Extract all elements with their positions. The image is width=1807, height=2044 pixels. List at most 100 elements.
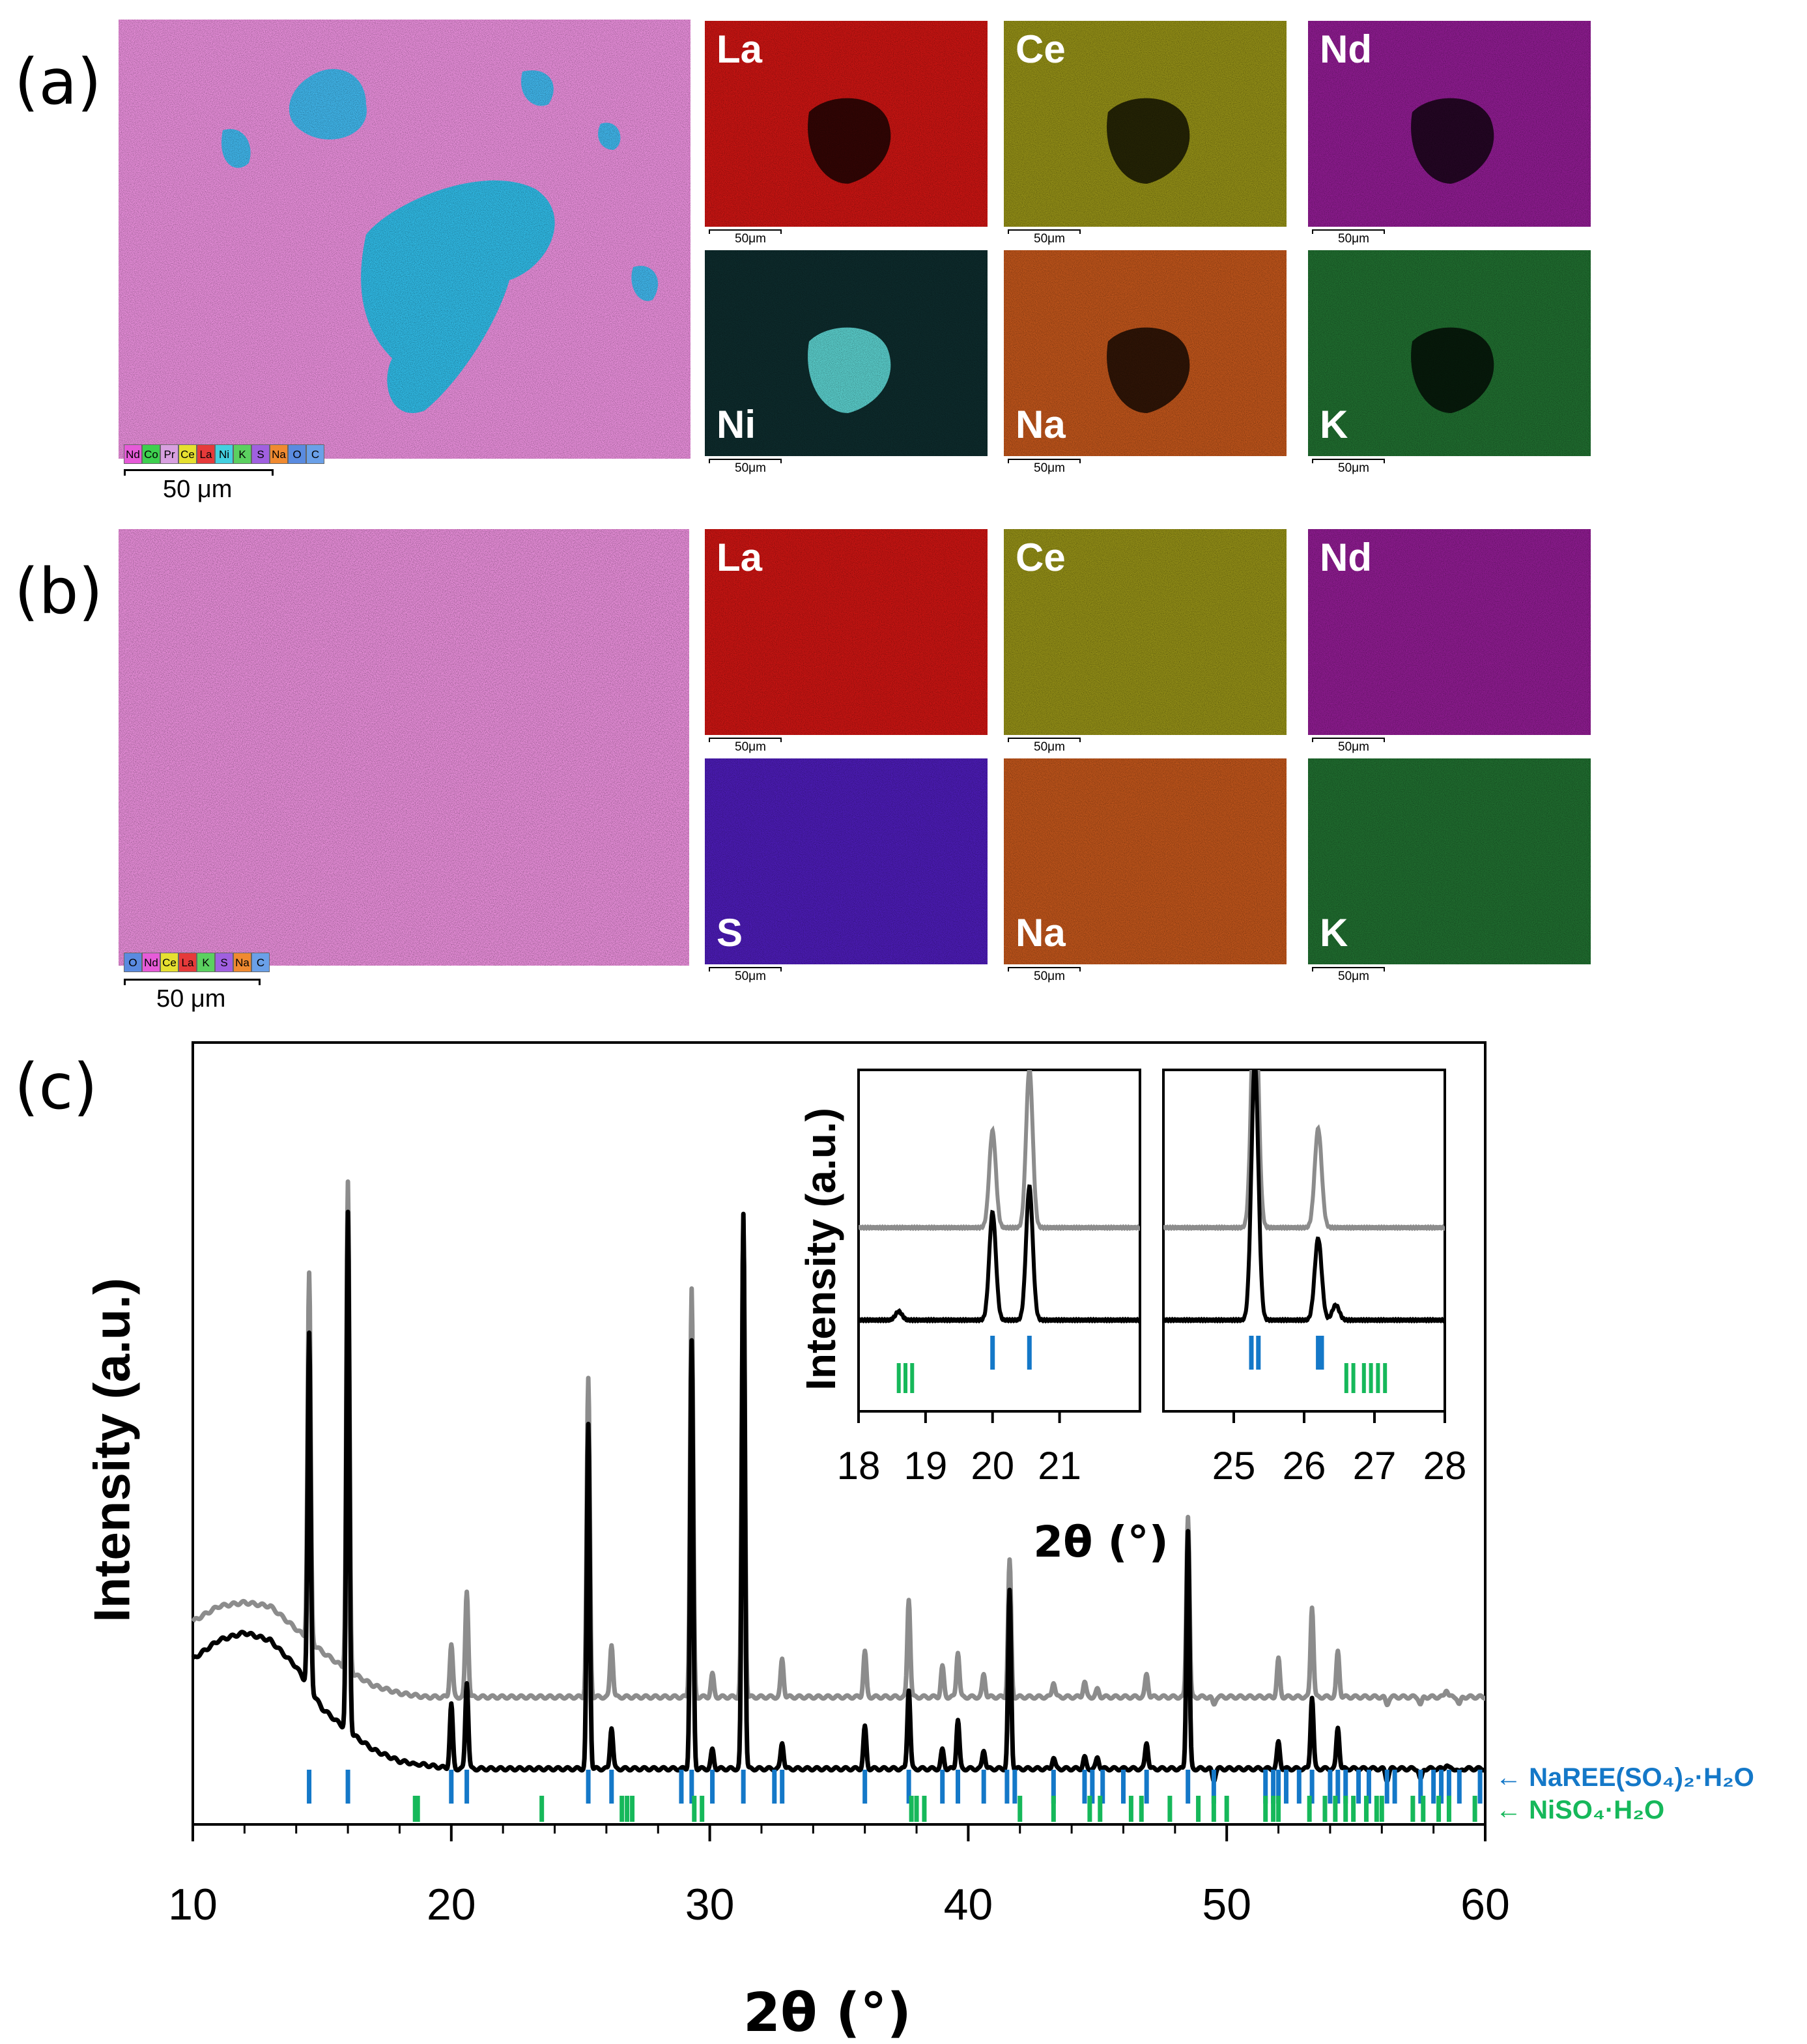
reference-tick (679, 1770, 684, 1804)
legend-chip: Ni (215, 444, 233, 464)
reference-tick (1472, 1796, 1477, 1822)
reference-tick (1211, 1770, 1216, 1804)
reference-tick (1296, 1770, 1302, 1804)
panel-a-scale-bar: 50 μm (124, 469, 274, 503)
reference-tick (1100, 1770, 1105, 1804)
element-map-na: Na (1004, 758, 1287, 964)
legend-chip: K (233, 444, 251, 464)
legend-chip: Ce (178, 444, 197, 464)
reference-tick (1322, 1796, 1328, 1822)
element-label: Na (1016, 403, 1066, 446)
reference-tick (906, 1770, 911, 1804)
inset-y-axis-label: Intensity (a.u.) (797, 1108, 844, 1390)
inset-blue-tick (1027, 1336, 1032, 1370)
reference-tick (630, 1796, 635, 1822)
reference-tick (1196, 1796, 1201, 1822)
map-scale-bar: 50μm (1312, 229, 1385, 246)
legend-chip: Na (270, 444, 288, 464)
panel-b-scale-bar: 50 μm (124, 979, 261, 1013)
map-scale-text: 50μm (1338, 970, 1369, 983)
legend-chip: S (215, 953, 233, 972)
element-map-ce: Ce (1004, 21, 1287, 227)
reference-tick (1374, 1796, 1379, 1822)
inset-x-tick-label: 26 (1283, 1444, 1326, 1488)
inset-green-tick (896, 1363, 901, 1393)
map-scale-text: 50μm (1338, 461, 1369, 475)
map-scale-text: 50μm (1034, 740, 1065, 754)
reference-tick (1120, 1770, 1126, 1804)
map-scale-text: 50μm (1034, 232, 1065, 246)
reference-tick (412, 1796, 418, 1822)
x-tick-label: 60 (1460, 1880, 1510, 1929)
inset-x-axis-label: 2θ (°) (1033, 1517, 1169, 1567)
reference-tick (1276, 1796, 1281, 1822)
element-label: La (717, 27, 763, 71)
reference-tick (940, 1770, 945, 1804)
legend-arrow-icon: ← (1496, 1763, 1530, 1792)
map-scale-text: 50μm (735, 740, 766, 754)
element-map-k: K (1308, 250, 1591, 456)
reference-tick (1384, 1770, 1389, 1804)
reference-tick (307, 1770, 312, 1804)
element-label: Na (1016, 911, 1066, 955)
panel-b-overlay-legend: O Nd Ce La K S Na C (124, 953, 270, 972)
reference-tick (914, 1796, 919, 1822)
reference-tick (1335, 1770, 1341, 1804)
panel-a-overlay-legend: Nd Co Pr Ce La Ni K S Na O C (124, 444, 324, 464)
map-scale-text: 50μm (1034, 970, 1065, 983)
reference-tick (1051, 1770, 1056, 1804)
map-scale-text: 50μm (1338, 740, 1369, 754)
element-map-na: Na (1004, 250, 1287, 456)
reference-tick (710, 1770, 715, 1804)
element-label: Ce (1016, 536, 1066, 579)
panel-b-overlay-map (119, 529, 689, 966)
reference-tick (539, 1796, 545, 1822)
reference-tick (1436, 1796, 1442, 1822)
reference-tick (1446, 1796, 1451, 1822)
element-map-ce: Ce (1004, 529, 1287, 735)
panel-label-a: (a) (14, 46, 102, 119)
inset-green-tick (1383, 1363, 1387, 1393)
scale-text: 50 μm (163, 476, 233, 503)
reference-tick (1421, 1796, 1426, 1822)
reference-tick (981, 1770, 986, 1804)
reference-tick (1271, 1770, 1276, 1804)
reference-tick (1271, 1796, 1276, 1822)
reference-tick (922, 1796, 927, 1822)
legend-chip: Nd (142, 953, 160, 972)
inset-blue-tick (990, 1336, 995, 1370)
legend-chip: S (251, 444, 270, 464)
legend-chip: Pr (160, 444, 178, 464)
element-map-la: La (705, 529, 988, 735)
reference-tick (619, 1796, 625, 1822)
reference-tick (1446, 1770, 1451, 1804)
reference-tick (1098, 1796, 1103, 1822)
reference-tick (1343, 1796, 1348, 1822)
reference-tick (1144, 1770, 1149, 1804)
map-scale-bar: 50μm (709, 738, 782, 754)
inset-blue-tick (1316, 1336, 1321, 1370)
legend-chip: O (124, 953, 142, 972)
reference-tick (1186, 1770, 1191, 1804)
panel-label-c: (c) (14, 1050, 98, 1123)
reference-tick (1392, 1770, 1397, 1804)
legend-chip: C (251, 953, 270, 972)
inset-green-tick (1361, 1363, 1366, 1393)
inset-left-frame (857, 1069, 1141, 1413)
inset-blue-tick (1256, 1336, 1261, 1370)
reference-tick (1276, 1770, 1281, 1804)
reference-tick (1051, 1796, 1056, 1822)
inset-green-tick (1369, 1363, 1373, 1393)
x-tick-label: 30 (685, 1880, 735, 1929)
reference-tick (1128, 1796, 1133, 1822)
inset-x-tick-label: 18 (837, 1444, 881, 1488)
x-tick-label: 50 (1202, 1880, 1251, 1929)
map-scale-bar: 50μm (709, 967, 782, 983)
map-scale-bar: 50μm (709, 229, 782, 246)
map-scale-bar: 50μm (1008, 229, 1081, 246)
reference-tick (1309, 1770, 1315, 1804)
element-map-s: S (705, 758, 988, 964)
reference-tick (345, 1770, 350, 1804)
legend-niso4-text: NiSO₄·H₂O (1529, 1796, 1665, 1824)
map-scale-text: 50μm (1338, 232, 1369, 246)
